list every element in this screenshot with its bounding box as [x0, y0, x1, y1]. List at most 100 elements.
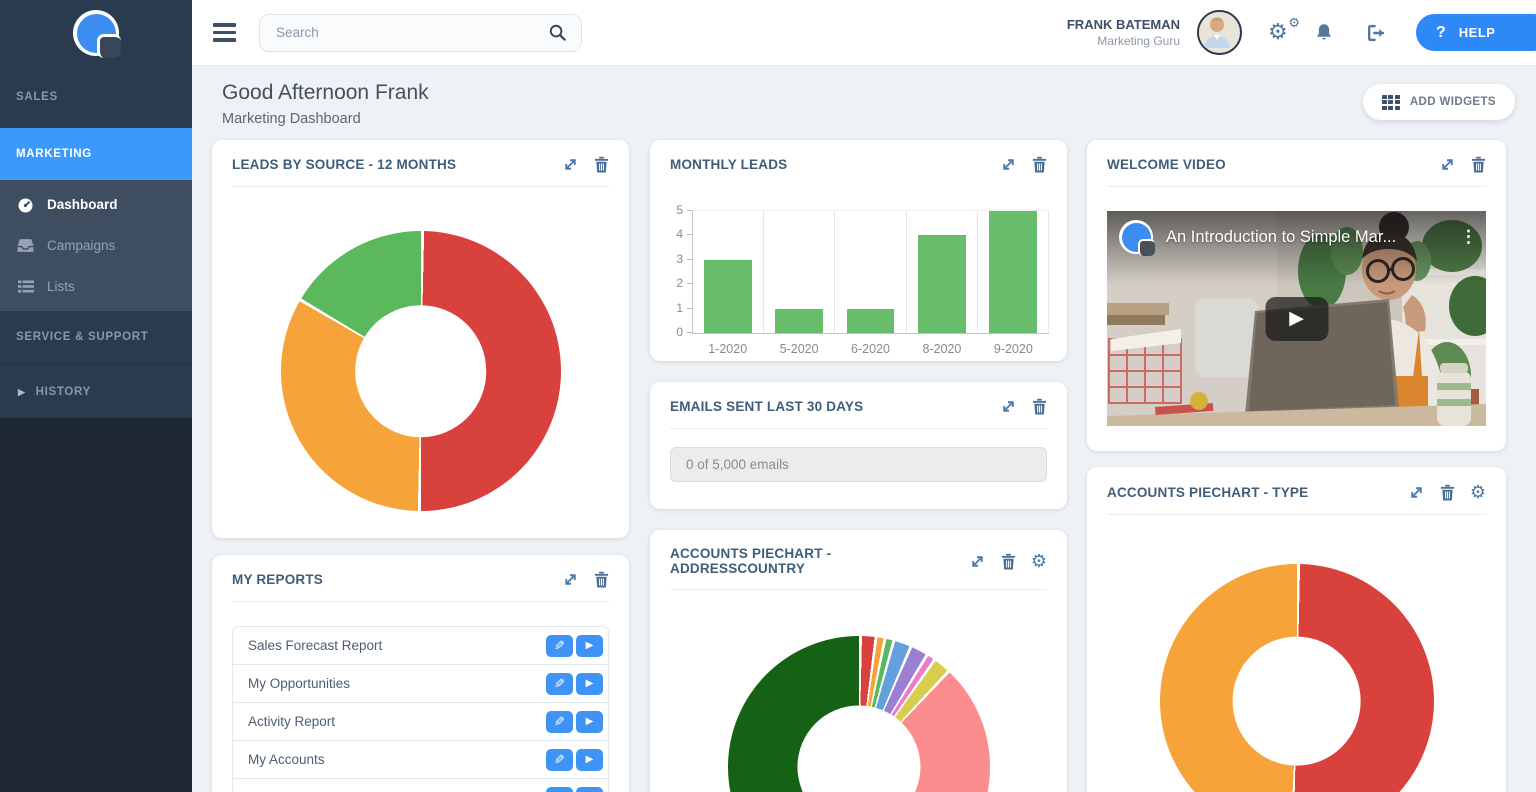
trash-icon[interactable]	[1001, 553, 1016, 570]
email-progress-bar: 0 of 5,000 emails	[670, 447, 1047, 482]
user-name: FRANK BATEMAN	[1066, 16, 1180, 32]
sidebar-section-marketing[interactable]: MARKETING	[0, 128, 192, 180]
widget-accounts-piechart-country: ACCOUNTS PIECHART - ADDRESSCOUNTRY ⚙	[650, 530, 1067, 792]
dashboard-icon	[17, 197, 34, 213]
monthly-leads-bar-chart: 0 1 2 3 4 5 1-2020 5-2020 6-2020 8-2020 9-2020	[666, 203, 1050, 356]
run-report-button[interactable]: ▶	[576, 748, 603, 771]
pencil-icon: ✎	[554, 752, 565, 767]
notifications-bell-icon[interactable]	[1298, 21, 1350, 44]
widget-welcome-video: WELCOME VIDEO	[1087, 140, 1506, 451]
gear-icon[interactable]: ⚙	[1469, 482, 1486, 502]
channel-logo[interactable]	[1119, 220, 1155, 256]
run-report-button[interactable]: ▶	[576, 786, 603, 792]
play-icon: ▶	[585, 753, 594, 765]
play-icon: ▶	[585, 639, 594, 651]
kebab-menu-icon[interactable]: ⋮	[1460, 227, 1477, 246]
logo-ring	[73, 10, 119, 56]
video-player[interactable]: An Introduction to Simple Mar... ⋮ ▶	[1107, 211, 1486, 426]
trash-icon[interactable]	[594, 156, 609, 173]
bar-5-2020	[775, 308, 824, 333]
bar-1-2020	[704, 259, 752, 333]
expand-icon[interactable]	[1408, 484, 1425, 501]
sidebar-section-history[interactable]: ▶ HISTORY	[0, 363, 192, 420]
email-progress-text: 0 of 5,000 emails	[686, 457, 789, 472]
user-role: Marketing Guru	[1097, 34, 1180, 49]
edit-report-button[interactable]: ✎	[546, 748, 573, 771]
x-axis-labels: 1-2020 5-2020 6-2020 8-2020 9-2020	[692, 342, 1049, 356]
page-subtitle: Marketing Dashboard	[222, 111, 361, 127]
play-icon: ▶	[585, 715, 594, 727]
trash-icon[interactable]	[1440, 484, 1455, 501]
caret-right-icon: ▶	[18, 386, 26, 397]
expand-icon[interactable]	[562, 156, 579, 173]
sidebar-section-service-support[interactable]: SERVICE & SUPPORT	[16, 331, 149, 343]
avatar[interactable]	[1197, 10, 1242, 55]
bar-cell	[764, 211, 836, 333]
pencil-icon: ✎	[554, 676, 565, 691]
run-report-button[interactable]: ▶	[576, 634, 603, 657]
search-box	[259, 13, 582, 52]
sidebar-item-label: Campaigns	[47, 238, 116, 253]
expand-icon[interactable]	[969, 553, 986, 570]
plot-area	[692, 210, 1050, 334]
search-icon[interactable]	[548, 23, 567, 42]
page-title: Good Afternoon Frank	[222, 81, 429, 104]
trash-icon[interactable]	[1032, 156, 1047, 173]
report-name: Activity Report	[248, 714, 336, 729]
edit-report-button[interactable]: ✎	[546, 710, 573, 733]
report-row: My Opportunities ✎ ▶	[233, 665, 608, 703]
trash-icon[interactable]	[1471, 156, 1486, 173]
donut-hole	[796, 705, 921, 792]
question-icon: ?	[1436, 23, 1446, 41]
edit-report-button[interactable]: ✎	[546, 634, 573, 657]
widget-leads-by-source: LEADS BY SOURCE - 12 MONTHS	[212, 140, 629, 538]
expand-icon[interactable]	[1000, 398, 1017, 415]
y-tick-label: 1	[676, 300, 692, 315]
report-row-partial: ✎ ▶	[233, 779, 608, 792]
search-input[interactable]	[274, 24, 548, 41]
edit-report-button[interactable]: ✎	[546, 786, 573, 792]
trash-icon[interactable]	[1032, 398, 1047, 415]
x-tick-label: 8-2020	[922, 342, 962, 356]
settings-gears-icon[interactable]: ⚙ ⚙	[1268, 14, 1300, 47]
widget-title: LEADS BY SOURCE - 12 MONTHS	[232, 157, 457, 172]
x-tick-label: 1-2020	[708, 342, 748, 356]
history-label: HISTORY	[35, 386, 92, 398]
pencil-icon: ✎	[554, 714, 565, 729]
accounts-country-donut-chart	[727, 636, 990, 792]
sidebar-item-lists[interactable]: Lists	[0, 266, 192, 307]
expand-icon[interactable]	[1439, 156, 1456, 173]
y-tick-label: 4	[676, 227, 692, 242]
sidebar-submenu: Dashboard Campaigns Lists	[0, 180, 192, 311]
donut-hole	[1232, 636, 1361, 766]
video-play-button[interactable]: ▶	[1265, 296, 1328, 341]
sidebar-section-sales[interactable]: SALES	[16, 91, 58, 103]
help-button[interactable]: ? HELP	[1416, 14, 1536, 51]
logout-icon[interactable]	[1350, 22, 1402, 44]
gear-icon[interactable]: ⚙	[1030, 551, 1047, 571]
run-report-button[interactable]: ▶	[576, 710, 603, 733]
sidebar-item-dashboard[interactable]: Dashboard	[0, 184, 192, 225]
expand-icon[interactable]	[1000, 156, 1017, 173]
run-report-button[interactable]: ▶	[576, 672, 603, 695]
widget-title: EMAILS SENT LAST 30 DAYS	[670, 399, 864, 414]
gear-icon-small: ⚙	[1288, 14, 1300, 30]
bar-cell	[978, 211, 1050, 333]
main-content: Good Afternoon Frank Marketing Dashboard…	[192, 65, 1536, 792]
video-title-gradient	[1107, 211, 1486, 285]
sidebar-item-campaigns[interactable]: Campaigns	[0, 225, 192, 266]
expand-icon[interactable]	[562, 571, 579, 588]
hamburger-menu-icon[interactable]	[213, 23, 236, 42]
app-logo[interactable]	[0, 0, 192, 66]
y-tick-label: 5	[676, 203, 692, 217]
add-widgets-button[interactable]: ADD WIDGETS	[1362, 84, 1515, 120]
sidebar-item-label: Lists	[47, 279, 75, 294]
sidebar-item-label: Dashboard	[47, 197, 118, 212]
accounts-type-donut-chart	[1159, 564, 1434, 792]
widget-title: MY REPORTS	[232, 572, 324, 587]
video-title[interactable]: An Introduction to Simple Mar...	[1166, 227, 1397, 246]
edit-report-button[interactable]: ✎	[546, 672, 573, 695]
trash-icon[interactable]	[594, 571, 609, 588]
sidebar: SALES MARKETING Dashboard Campaigns List…	[0, 0, 192, 792]
bar-9-2020	[989, 211, 1037, 333]
